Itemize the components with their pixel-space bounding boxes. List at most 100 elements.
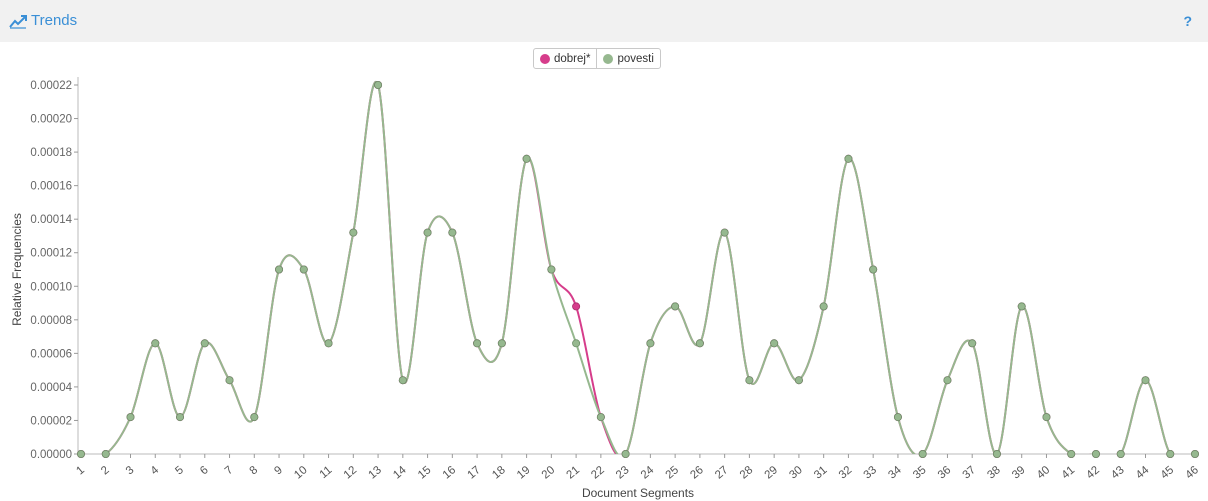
x-tick-label: 43 <box>1109 464 1127 481</box>
y-tick-label: 0.00020 <box>30 114 72 126</box>
data-point-povesti <box>101 449 110 458</box>
data-point-povesti <box>943 376 952 385</box>
x-tick-label: 26 <box>688 464 706 481</box>
legend-swatch-dobrej <box>540 53 550 64</box>
x-tick-label: 28 <box>738 464 756 481</box>
x-axis-title: Document Segments <box>582 486 694 500</box>
data-point-povesti <box>448 228 457 237</box>
legend-label-dobrej: dobrej* <box>554 52 591 65</box>
data-point-povesti <box>819 302 828 311</box>
data-point-povesti <box>225 376 234 385</box>
y-tick-label: 0.00018 <box>30 147 72 159</box>
data-point-povesti <box>770 339 779 348</box>
data-point-povesti <box>1116 449 1125 458</box>
x-tick-label: 11 <box>318 464 335 481</box>
x-tick-label: 10 <box>292 464 310 481</box>
x-tick-label: 46 <box>1183 464 1201 481</box>
data-point-dobrej <box>572 302 581 311</box>
data-point-povesti <box>547 265 556 274</box>
legend-item-povesti[interactable]: povesti <box>596 49 659 68</box>
x-tick-label: 12 <box>342 464 360 481</box>
data-point-povesti <box>522 154 531 163</box>
y-tick-label: 0.00010 <box>30 281 72 293</box>
x-tick-label: 34 <box>886 464 904 482</box>
data-point-povesti <box>497 339 506 348</box>
panel-header: Trends ? <box>0 0 1208 42</box>
x-tick-label: 29 <box>763 464 781 481</box>
data-point-povesti <box>646 339 655 348</box>
series-line-povesti <box>81 81 1195 454</box>
x-tick-label: 41 <box>1060 464 1078 481</box>
data-point-povesti <box>299 265 308 274</box>
x-tick-label: 30 <box>787 464 805 481</box>
x-tick-label: 3 <box>124 464 137 477</box>
y-tick-label: 0.00012 <box>30 248 72 260</box>
data-point-povesti <box>695 339 704 348</box>
data-point-povesti <box>275 265 284 274</box>
x-tick-label: 39 <box>1010 464 1028 481</box>
x-tick-label: 2 <box>99 464 112 477</box>
data-point-povesti <box>1091 449 1100 458</box>
x-tick-label: 38 <box>985 464 1003 481</box>
x-tick-label: 13 <box>366 464 384 481</box>
data-point-povesti <box>324 339 333 348</box>
data-point-povesti <box>572 339 581 348</box>
x-tick-label: 31 <box>812 464 830 481</box>
data-point-povesti <box>423 228 432 237</box>
data-point-povesti <box>200 339 209 348</box>
data-point-povesti <box>1191 449 1200 458</box>
y-tick-label: 0.00014 <box>30 214 72 226</box>
data-point-povesti <box>374 81 383 90</box>
y-tick-label: 0.00022 <box>30 80 72 92</box>
data-point-povesti <box>473 339 482 348</box>
data-point-povesti <box>151 339 160 348</box>
data-point-povesti <box>844 154 853 163</box>
data-point-povesti <box>621 449 630 458</box>
x-tick-label: 6 <box>198 464 211 477</box>
x-tick-label: 15 <box>416 464 434 481</box>
x-tick-label: 5 <box>173 464 186 477</box>
x-tick-label: 9 <box>272 464 285 477</box>
data-point-povesti <box>869 265 878 274</box>
data-point-povesti <box>794 376 803 385</box>
legend-item-dobrej[interactable]: dobrej* <box>534 49 596 68</box>
x-tick-label: 17 <box>466 464 484 481</box>
y-tick-label: 0.00006 <box>30 348 72 360</box>
legend-label-povesti: povesti <box>617 52 654 65</box>
x-tick-label: 19 <box>515 464 533 481</box>
data-point-povesti <box>1017 302 1026 311</box>
x-tick-label: 22 <box>589 464 607 481</box>
data-point-povesti <box>1166 449 1175 458</box>
y-tick-label: 0.00004 <box>30 382 72 394</box>
panel-title[interactable]: Trends <box>9 12 77 29</box>
data-point-povesti <box>250 413 259 422</box>
help-button[interactable]: ? <box>1183 13 1192 29</box>
y-tick-label: 0.00008 <box>30 315 72 327</box>
x-tick-label: 21 <box>565 464 583 481</box>
x-tick-label: 36 <box>936 464 954 481</box>
data-point-povesti <box>176 413 185 422</box>
x-tick-label: 42 <box>1084 464 1102 481</box>
data-point-povesti <box>1141 376 1150 385</box>
x-tick-label: 7 <box>223 464 236 477</box>
title-text: Trends <box>31 12 78 29</box>
x-tick-label: 44 <box>1134 464 1152 482</box>
x-tick-label: 14 <box>391 464 409 482</box>
data-point-povesti <box>968 339 977 348</box>
data-point-povesti <box>671 302 680 311</box>
x-tick-label: 16 <box>441 464 459 481</box>
x-tick-label: 18 <box>490 464 508 481</box>
data-point-povesti <box>349 228 358 237</box>
x-tick-label: 25 <box>664 464 682 481</box>
trend-line-icon <box>9 14 27 29</box>
x-tick-label: 27 <box>713 464 731 481</box>
x-tick-label: 45 <box>1159 464 1177 481</box>
data-point-povesti <box>992 449 1001 458</box>
legend-swatch-povesti <box>603 53 614 64</box>
x-tick-label: 37 <box>961 464 979 481</box>
data-point-povesti <box>720 228 729 237</box>
data-point-povesti <box>1067 449 1076 458</box>
data-point-povesti <box>745 376 754 385</box>
series-povesti <box>81 81 1195 454</box>
